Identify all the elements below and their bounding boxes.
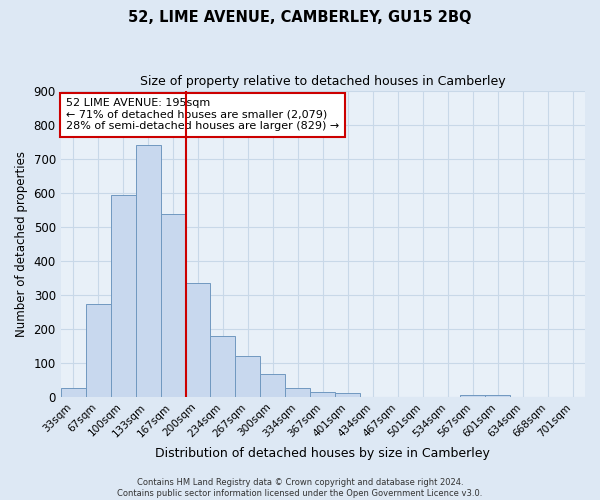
Text: 52 LIME AVENUE: 195sqm
← 71% of detached houses are smaller (2,079)
28% of semi-: 52 LIME AVENUE: 195sqm ← 71% of detached…	[66, 98, 339, 132]
X-axis label: Distribution of detached houses by size in Camberley: Distribution of detached houses by size …	[155, 447, 490, 460]
Text: 52, LIME AVENUE, CAMBERLEY, GU15 2BQ: 52, LIME AVENUE, CAMBERLEY, GU15 2BQ	[128, 10, 472, 25]
Bar	[485, 395, 510, 397]
Bar	[185, 283, 211, 397]
Bar	[335, 393, 360, 397]
Bar	[61, 388, 86, 397]
Title: Size of property relative to detached houses in Camberley: Size of property relative to detached ho…	[140, 75, 506, 88]
Bar	[460, 394, 485, 397]
Bar	[161, 214, 185, 397]
Bar	[211, 336, 235, 397]
Bar	[260, 374, 286, 397]
Bar	[310, 392, 335, 397]
Y-axis label: Number of detached properties: Number of detached properties	[15, 151, 28, 337]
Text: Contains HM Land Registry data © Crown copyright and database right 2024.
Contai: Contains HM Land Registry data © Crown c…	[118, 478, 482, 498]
Bar	[110, 194, 136, 397]
Bar	[235, 356, 260, 397]
Bar	[286, 388, 310, 397]
Bar	[86, 304, 110, 397]
Bar	[136, 146, 161, 397]
